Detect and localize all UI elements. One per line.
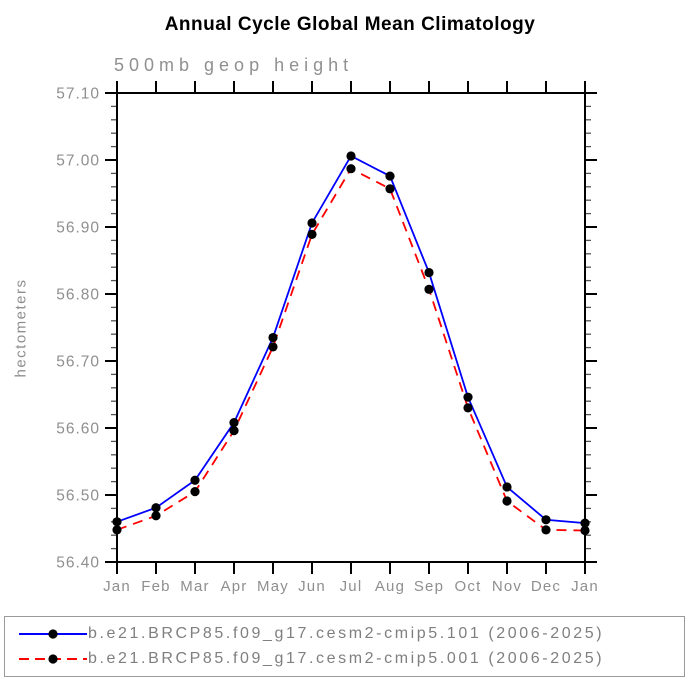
legend-box: b.e21.BRCP85.f09_g17.cesm2-cmip5.101 (20… — [4, 616, 685, 677]
svg-text:Apr: Apr — [221, 578, 248, 595]
chart-subtitle: 500mb geop height — [114, 55, 354, 75]
svg-text:Dec: Dec — [531, 578, 561, 595]
svg-text:Jan: Jan — [571, 578, 599, 595]
svg-text:Feb: Feb — [141, 578, 170, 595]
legend-line-sample-solid — [19, 629, 87, 639]
svg-text:56.90: 56.90 — [56, 220, 100, 237]
svg-text:56.50: 56.50 — [56, 488, 100, 505]
legend-label: b.e21.BRCP85.f09_g17.cesm2-cmip5.001 (20… — [88, 650, 605, 668]
svg-text:Oct: Oct — [455, 578, 482, 595]
legend-line-sample-dashed — [19, 654, 87, 664]
svg-text:Nov: Nov — [492, 578, 522, 595]
svg-text:Jan: Jan — [103, 578, 131, 595]
svg-text:56.40: 56.40 — [56, 555, 100, 572]
svg-text:Jul: Jul — [340, 578, 363, 595]
svg-text:May: May — [257, 578, 289, 595]
svg-text:Mar: Mar — [180, 578, 209, 595]
svg-text:Sep: Sep — [414, 578, 444, 595]
svg-text:Aug: Aug — [375, 578, 405, 595]
legend-label: b.e21.BRCP85.f09_g17.cesm2-cmip5.101 (20… — [88, 624, 605, 642]
legend-item: b.e21.BRCP85.f09_g17.cesm2-cmip5.001 (20… — [18, 650, 684, 668]
svg-text:57.00: 57.00 — [56, 153, 100, 170]
svg-text:56.80: 56.80 — [56, 287, 100, 304]
svg-text:57.10: 57.10 — [56, 86, 100, 103]
legend-item: b.e21.BRCP85.f09_g17.cesm2-cmip5.101 (20… — [18, 625, 684, 643]
svg-text:56.60: 56.60 — [56, 421, 100, 438]
svg-text:Jun: Jun — [298, 578, 326, 595]
plot-area: 56.40 56.50 56.60 56.70 56.80 56.90 57.00 57.10… — [56, 81, 599, 595]
chart-title: Annual Cycle Global Mean Climatology — [164, 14, 536, 35]
svg-text:56.70: 56.70 — [56, 354, 100, 371]
